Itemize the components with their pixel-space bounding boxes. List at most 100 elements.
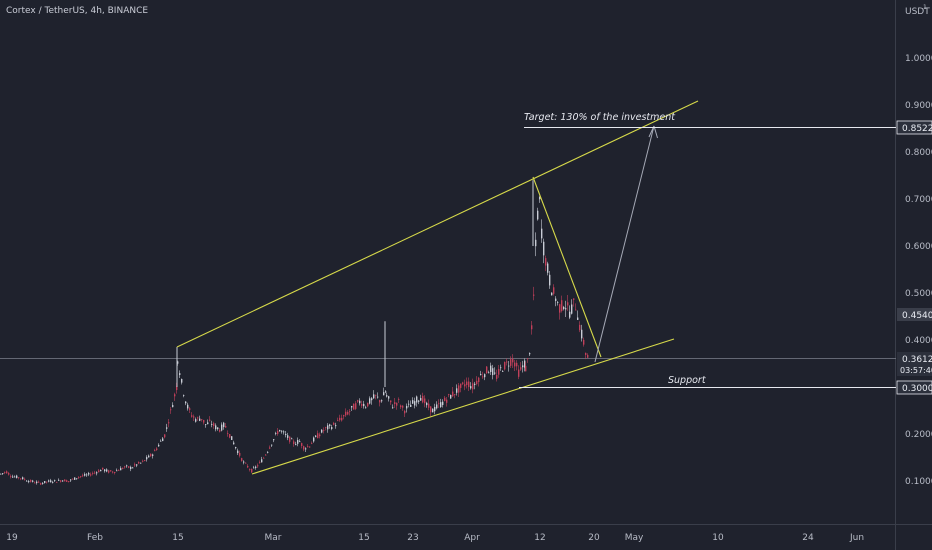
- candle-body: [410, 404, 412, 407]
- candle-body: [102, 467, 104, 470]
- candle-body: [2, 473, 4, 474]
- current-price-badge[interactable]: 0.3612 03:57:40: [897, 352, 932, 376]
- candle-body: [438, 403, 440, 405]
- candle-body: [203, 419, 205, 423]
- candle-body: [466, 381, 468, 386]
- candle-body: [504, 362, 506, 370]
- x-axis[interactable]: 19 Feb 15 Mar 15 23 Apr 12 20 May 10 24 Jun: [6, 533, 864, 543]
- candle-body: [120, 468, 122, 471]
- candle-body: [58, 479, 60, 481]
- candle-body: [156, 448, 158, 450]
- candle-body: [64, 479, 66, 482]
- candle-body: [126, 465, 128, 467]
- candle-body: [295, 444, 297, 446]
- high-price-badge[interactable]: 0.4540: [897, 308, 932, 321]
- candle-body: [571, 304, 573, 314]
- currency-label[interactable]: USDT: [905, 7, 930, 17]
- candle-body: [142, 460, 144, 462]
- upper-channel-trendline[interactable]: [176, 100, 699, 348]
- candle-body: [547, 263, 549, 273]
- candle-body: [329, 424, 331, 426]
- candle-body: [271, 444, 273, 446]
- candle-body: [299, 441, 301, 443]
- candle-body: [66, 480, 68, 482]
- candle-body: [124, 466, 126, 468]
- candle-body: [132, 467, 134, 469]
- support-price-badge[interactable]: 0.3000: [896, 380, 932, 395]
- candle-body: [351, 405, 353, 408]
- candle-body: [283, 431, 285, 433]
- candle-body: [323, 430, 325, 432]
- candle-body: [213, 423, 215, 426]
- candle-body: [221, 424, 223, 431]
- target-annotation[interactable]: Target: 130% of the investment: [524, 112, 676, 123]
- symbol-label[interactable]: Cortex / TetherUS, 4h, BINANCE: [6, 6, 149, 16]
- candle-body: [579, 324, 581, 331]
- candle-body: [100, 470, 102, 472]
- candle-body: [563, 307, 565, 309]
- candle-body: [363, 403, 365, 407]
- candle-body: [422, 395, 424, 403]
- candle-body: [434, 406, 436, 412]
- candle-body: [215, 425, 217, 430]
- candle-body: [211, 424, 213, 425]
- candle-body: [396, 402, 398, 406]
- candle-body: [373, 394, 375, 399]
- high-price-label: 0.4540: [902, 311, 932, 321]
- candle-body: [337, 420, 339, 422]
- candle-body: [243, 461, 245, 463]
- target-price-badge[interactable]: 0.8522: [896, 120, 932, 135]
- candle-body: [347, 411, 349, 415]
- x-tick-label: 23: [407, 533, 418, 543]
- candle-body: [303, 446, 305, 450]
- candle-body: [118, 470, 120, 471]
- x-tick-label: Apr: [464, 533, 480, 543]
- candle-body: [502, 371, 504, 372]
- candle-body: [108, 470, 110, 473]
- candle-body: [480, 374, 482, 376]
- candle-body: [325, 427, 327, 428]
- support-annotation[interactable]: Support: [668, 375, 707, 386]
- candle-body: [369, 398, 371, 404]
- candle-body: [28, 481, 30, 483]
- candle-body: [458, 385, 460, 393]
- candle-body: [114, 471, 116, 474]
- candle-body: [520, 367, 522, 370]
- candle-body: [134, 464, 136, 466]
- pullback-trendline[interactable]: [532, 176, 602, 358]
- target-price-label: 0.8522: [902, 124, 932, 134]
- projection-arrow-line[interactable]: [594, 125, 655, 363]
- candle-body: [585, 352, 587, 355]
- candle-body: [486, 366, 488, 374]
- flag-superscript-icon: 1: [923, 4, 927, 11]
- lower-channel-trendline[interactable]: [251, 338, 675, 475]
- candle-body: [166, 427, 168, 429]
- candle-body: [48, 480, 50, 482]
- candle-body: [279, 429, 281, 432]
- candle-body: [551, 292, 553, 296]
- candle-body: [432, 408, 434, 413]
- candle-body: [317, 433, 319, 439]
- candle-body: [404, 410, 406, 414]
- candle-body: [289, 436, 291, 442]
- candle-body: [359, 400, 361, 404]
- candle-body: [245, 462, 247, 464]
- candle-body: [104, 469, 106, 472]
- candle-body: [291, 438, 293, 440]
- candle-body: [54, 479, 56, 481]
- candle-body: [426, 402, 428, 406]
- candle-body: [84, 474, 86, 476]
- candle-body: [565, 308, 567, 310]
- candle-body: [531, 325, 533, 330]
- candle-body: [36, 481, 38, 484]
- candle-body: [24, 478, 26, 480]
- candle-body: [247, 465, 249, 468]
- candle-body: [508, 365, 510, 367]
- x-tick-label: Feb: [87, 533, 103, 543]
- candle-body: [484, 374, 486, 378]
